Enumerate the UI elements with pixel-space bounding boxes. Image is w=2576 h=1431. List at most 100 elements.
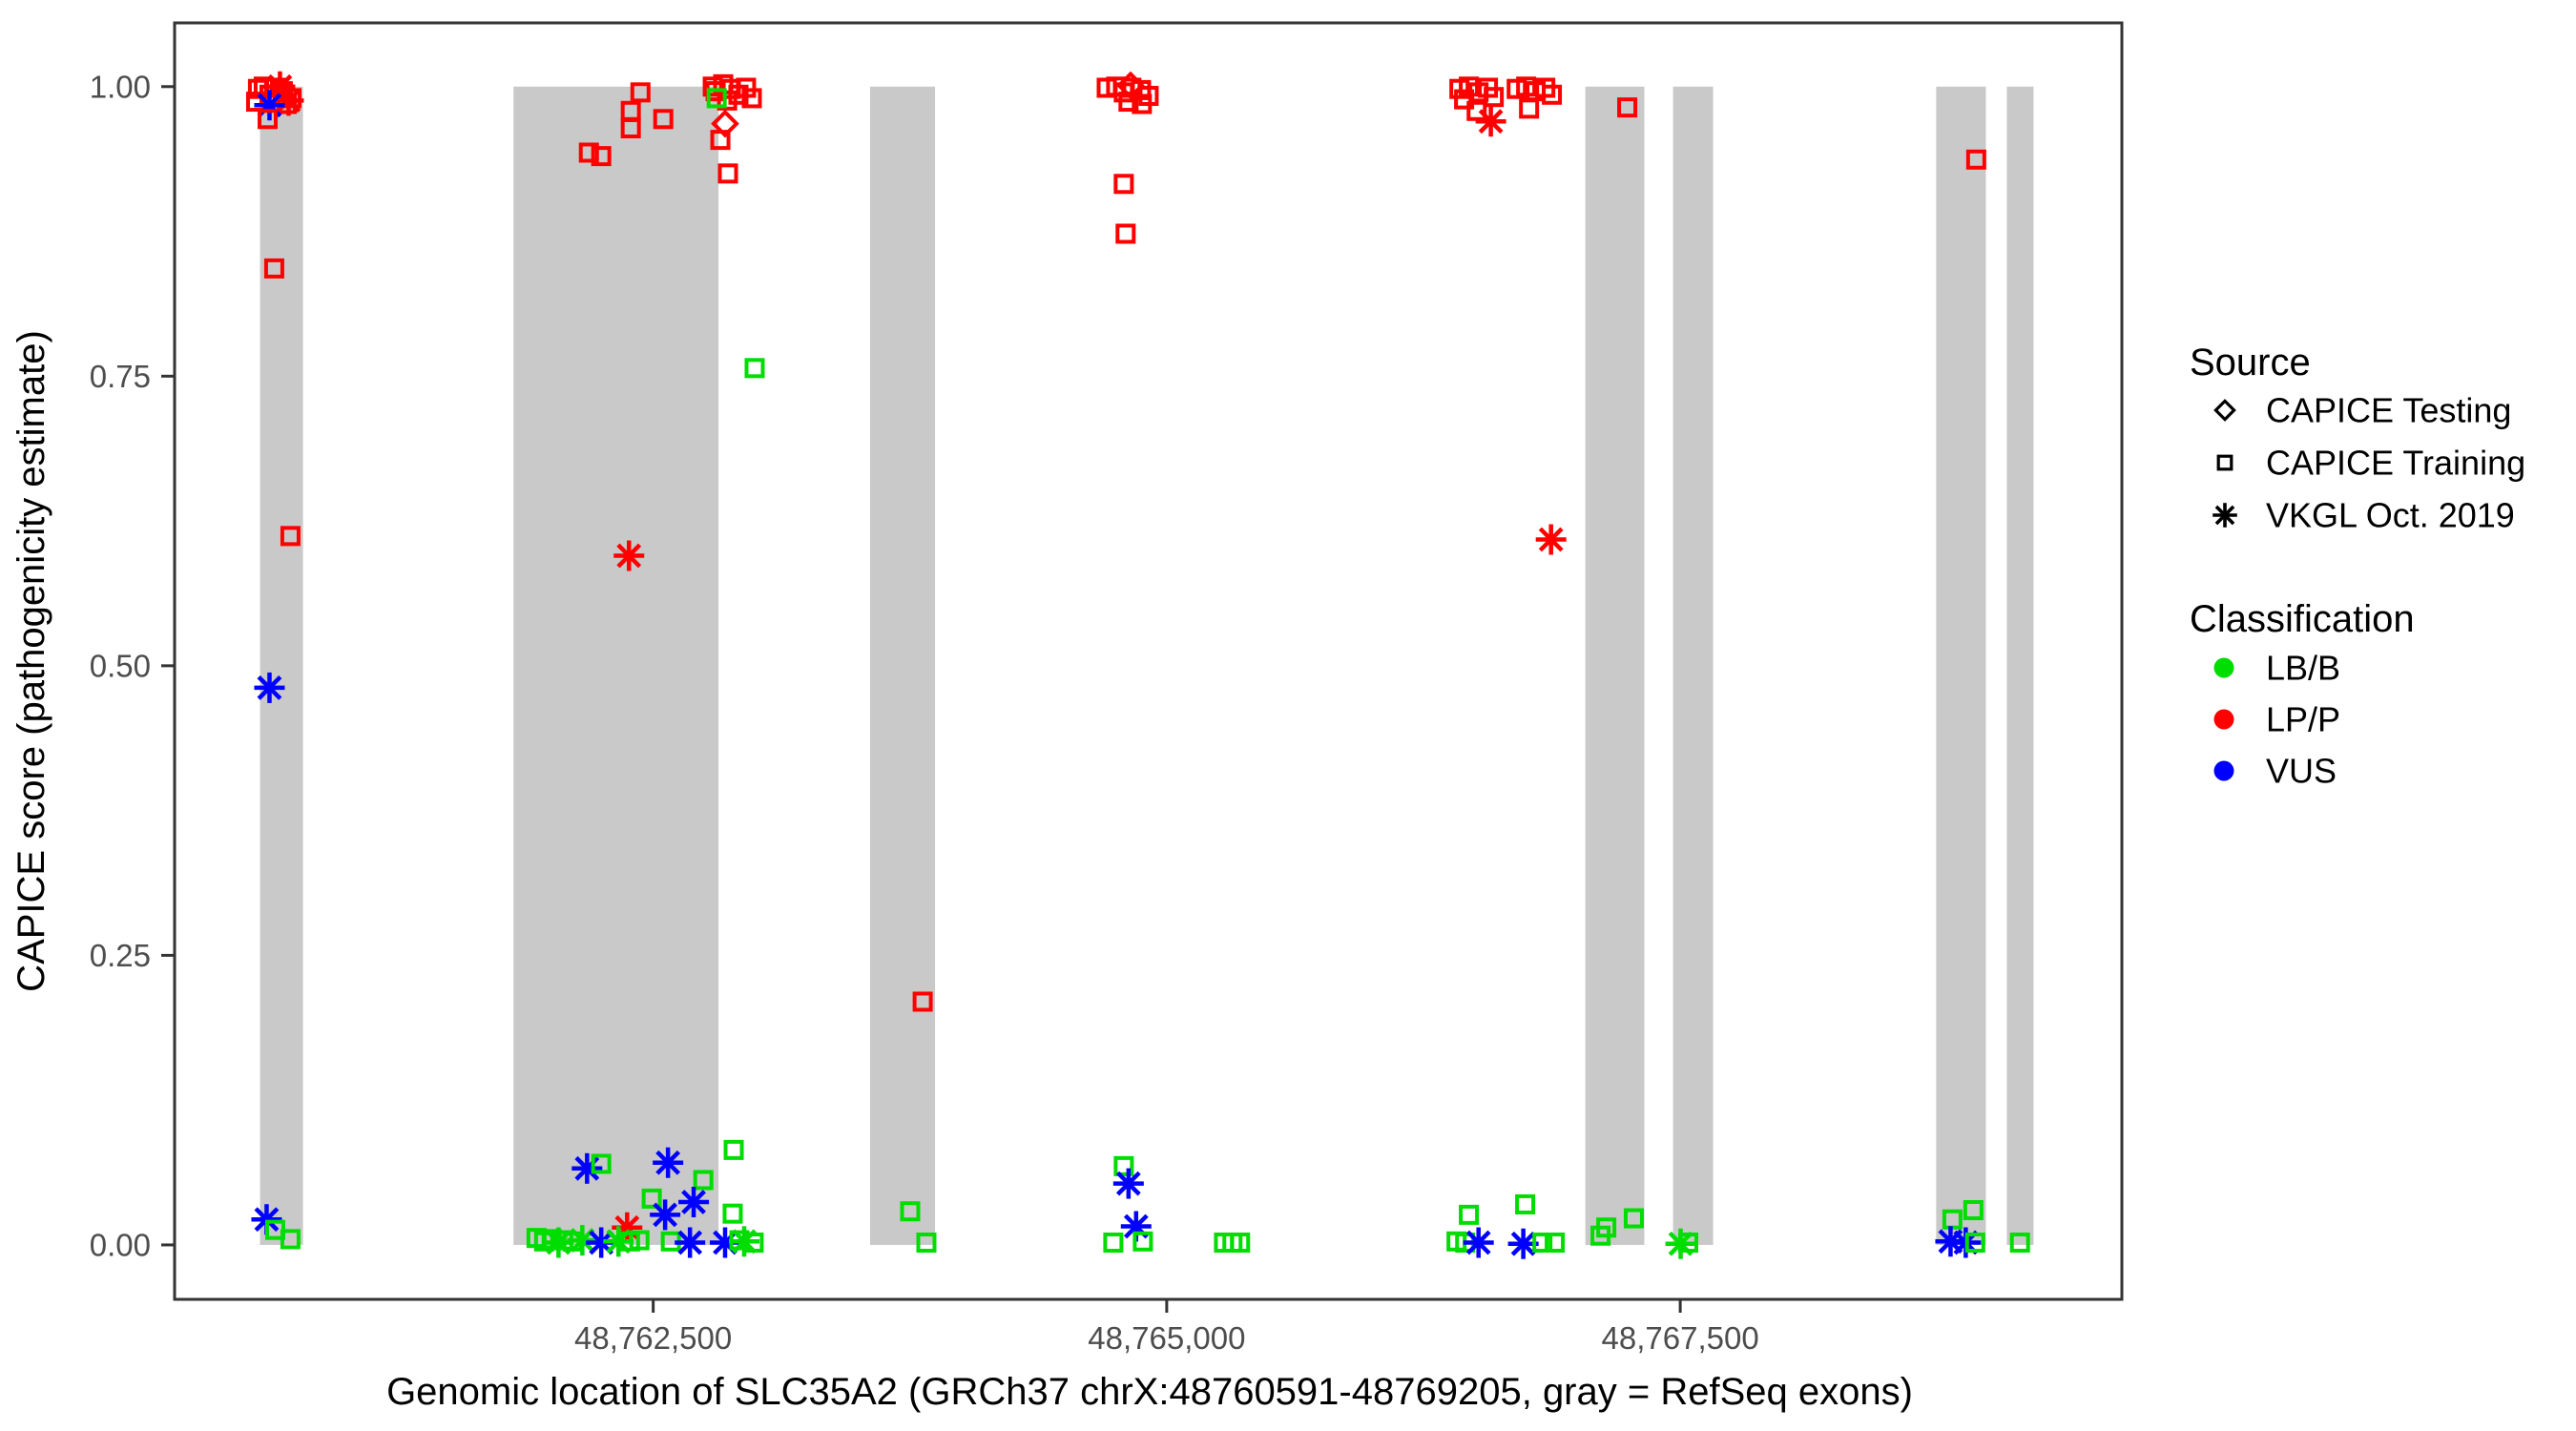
data-point-square bbox=[1113, 174, 1134, 195]
x-tick-label: 48,765,000 bbox=[1088, 1320, 1245, 1356]
data-point-square bbox=[1115, 223, 1136, 244]
data-point-square bbox=[1132, 93, 1153, 114]
data-point-square bbox=[641, 1188, 662, 1209]
data-point-square bbox=[1963, 1200, 1984, 1221]
data-point-diamond bbox=[2213, 399, 2236, 422]
data-point-square bbox=[741, 88, 762, 109]
data-point-square bbox=[1964, 1233, 1985, 1254]
data-point-square bbox=[729, 1230, 750, 1251]
data-point-asterisk bbox=[1112, 1168, 1144, 1199]
refseq-exon-band bbox=[260, 86, 303, 1245]
data-point-square bbox=[1519, 98, 1540, 119]
refseq-exon-bands bbox=[260, 86, 2034, 1245]
data-point-square bbox=[1515, 1193, 1536, 1214]
data-point-square bbox=[2009, 1233, 2030, 1254]
data-point-square bbox=[1596, 1217, 1617, 1238]
data-point-square bbox=[706, 88, 727, 109]
data-point-square bbox=[1132, 1231, 1153, 1252]
data-point-square bbox=[723, 1139, 744, 1160]
data-point-square bbox=[710, 130, 731, 151]
data-point-square bbox=[717, 90, 737, 111]
data-point-square bbox=[912, 991, 933, 1012]
data-point-square bbox=[1617, 97, 1638, 118]
data-point-asterisk bbox=[603, 1226, 634, 1257]
data-point-square bbox=[629, 1230, 650, 1251]
legend: Source CAPICE Testing CAPICE Training VKGL… bbox=[2190, 342, 2525, 791]
legend-source-label: CAPICE Training bbox=[2266, 444, 2525, 483]
data-point-asterisk bbox=[254, 672, 285, 703]
data-point-square bbox=[2216, 454, 2233, 471]
legend-classification-swatch bbox=[2213, 709, 2234, 730]
data-point-square bbox=[1545, 1233, 1566, 1254]
legend-classification-swatch bbox=[2213, 760, 2234, 781]
data-point-square bbox=[693, 1170, 714, 1191]
data-point-asterisk bbox=[273, 85, 304, 116]
data-point-square bbox=[1466, 100, 1487, 121]
data-point-square bbox=[258, 109, 279, 130]
data-point-diamond bbox=[711, 109, 739, 138]
y-axis-title: CAPICE score (pathogenicity estimate) bbox=[10, 330, 52, 992]
data-point-square bbox=[653, 109, 674, 130]
refseq-exon-band bbox=[2006, 86, 2034, 1245]
refseq-exon-band bbox=[869, 86, 936, 1245]
legend-classification-label: LP/P bbox=[2266, 700, 2340, 739]
data-point-square bbox=[620, 117, 641, 138]
data-points bbox=[245, 71, 2030, 1259]
x-axis-title: Genomic location of SLC35A2 (GRCh37 chrX… bbox=[386, 1371, 1913, 1413]
data-point-square bbox=[900, 1201, 921, 1222]
data-point-square bbox=[591, 146, 612, 167]
data-point-asterisk bbox=[1535, 524, 1567, 555]
refseq-exon-band bbox=[513, 86, 719, 1245]
y-tick-label: 1.00 bbox=[90, 69, 151, 104]
data-point-square bbox=[1454, 89, 1475, 110]
data-point-square bbox=[280, 526, 301, 547]
refseq-exon-band bbox=[1936, 86, 1986, 1245]
data-point-square bbox=[1532, 1233, 1553, 1254]
legend-classification-items: LB/B LP/P VUS bbox=[2213, 649, 2340, 791]
data-point-square bbox=[1965, 149, 1986, 170]
refseq-exon-band bbox=[1672, 86, 1714, 1245]
data-point-square bbox=[736, 77, 757, 98]
data-point-square bbox=[717, 163, 738, 184]
data-point-square bbox=[1484, 87, 1505, 108]
x-tick-label: 48,767,500 bbox=[1602, 1320, 1759, 1356]
axis-ticks: 0.00 0.25 0.50 0.75 1.00 48,762,500 48,765,000… bbox=[90, 69, 1759, 1356]
data-point-square bbox=[1623, 1208, 1644, 1229]
x-tick-label: 48,762,500 bbox=[574, 1320, 732, 1356]
data-point-square bbox=[916, 1233, 937, 1254]
legend-classification-title: Classification bbox=[2190, 598, 2415, 640]
data-point-square bbox=[578, 142, 599, 163]
legend-classification-swatch bbox=[2213, 657, 2234, 678]
data-point-square bbox=[263, 258, 284, 279]
data-point-asterisk bbox=[678, 1187, 710, 1218]
data-point-asterisk bbox=[613, 540, 645, 571]
legend-classification-label: LB/B bbox=[2266, 649, 2340, 688]
data-point-square bbox=[280, 1229, 301, 1250]
data-point-square bbox=[744, 358, 765, 379]
data-point-diamond bbox=[1116, 71, 1145, 100]
data-point-asterisk bbox=[571, 1152, 603, 1184]
data-point-square bbox=[722, 1203, 743, 1224]
data-point-square bbox=[743, 1233, 764, 1254]
y-tick-label: 0.75 bbox=[90, 359, 151, 394]
y-tick-label: 0.25 bbox=[90, 938, 151, 973]
data-point-asterisk bbox=[650, 1199, 681, 1231]
legend-source-label: VKGL Oct. 2019 bbox=[2266, 496, 2515, 535]
data-point-square bbox=[1542, 84, 1563, 105]
legend-classification-label: VUS bbox=[2266, 752, 2337, 791]
legend-source-label: CAPICE Testing bbox=[2266, 391, 2511, 430]
data-point-square bbox=[1103, 1233, 1124, 1254]
data-point-asterisk bbox=[2212, 503, 2237, 528]
data-point-square bbox=[630, 82, 651, 103]
data-point-asterisk bbox=[1463, 1227, 1494, 1258]
y-tick-label: 0.50 bbox=[90, 648, 151, 683]
data-point-square bbox=[591, 1153, 612, 1174]
data-point-asterisk bbox=[675, 1227, 706, 1258]
data-point-square bbox=[1230, 1233, 1251, 1254]
data-point-square bbox=[1113, 1155, 1134, 1176]
legend-source-items: CAPICE Testing CAPICE Training VKGL Oct. 2… bbox=[2212, 391, 2525, 535]
legend-source-title: Source bbox=[2190, 342, 2311, 384]
data-point-asterisk bbox=[1475, 106, 1506, 137]
